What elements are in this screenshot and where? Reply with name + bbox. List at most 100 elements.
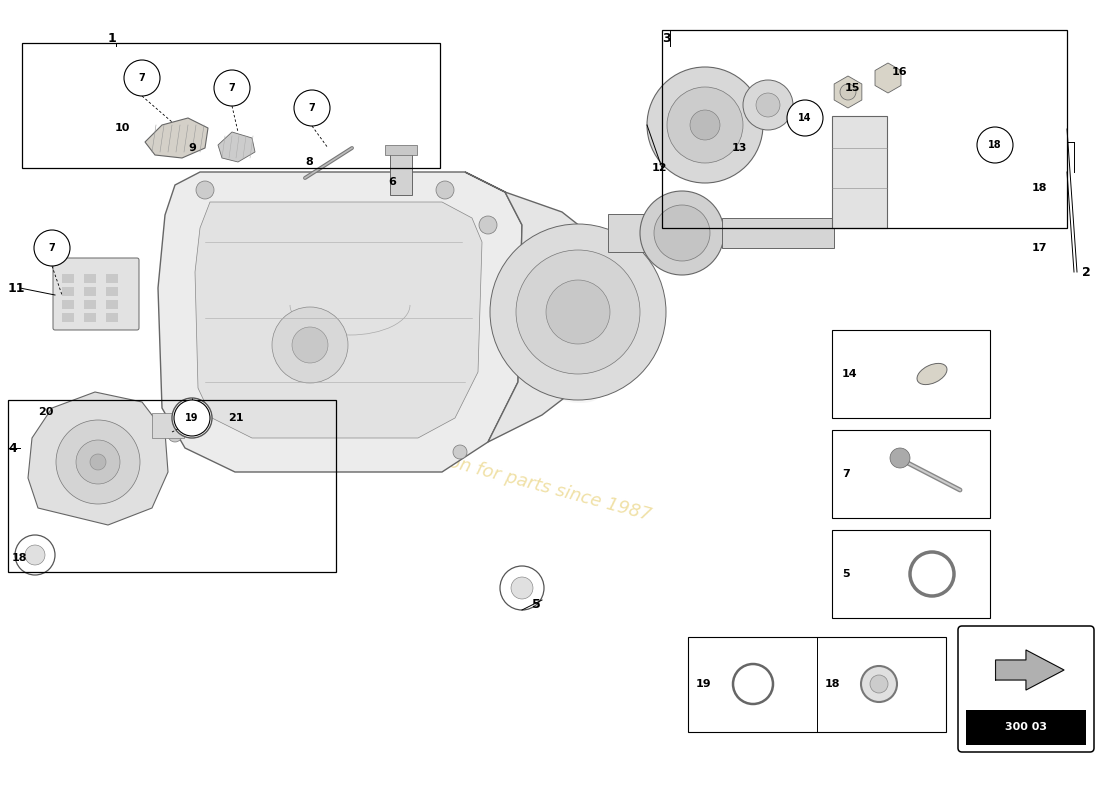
Circle shape	[294, 90, 330, 126]
Text: 16: 16	[892, 67, 907, 77]
Circle shape	[977, 127, 1013, 163]
Text: 7: 7	[48, 243, 55, 253]
Bar	[106, 287, 118, 296]
Circle shape	[654, 205, 710, 261]
Text: 4: 4	[8, 442, 16, 454]
Bar	[385, 145, 417, 155]
Text: 17: 17	[1032, 243, 1047, 253]
Bar	[84, 313, 96, 322]
Text: 21: 21	[228, 413, 243, 423]
Polygon shape	[874, 63, 901, 93]
Text: 18: 18	[1032, 183, 1047, 193]
Text: 6: 6	[388, 177, 396, 187]
Bar	[832, 116, 887, 228]
Circle shape	[870, 675, 888, 693]
Circle shape	[436, 181, 454, 199]
Polygon shape	[996, 650, 1064, 690]
Circle shape	[172, 398, 212, 438]
Text: 3: 3	[662, 31, 671, 45]
Circle shape	[174, 400, 210, 436]
Circle shape	[182, 408, 202, 428]
Circle shape	[890, 448, 910, 468]
Bar	[106, 274, 118, 283]
Text: 300 03: 300 03	[1005, 722, 1047, 732]
Text: 14: 14	[799, 113, 812, 123]
Text: 18: 18	[12, 553, 28, 563]
Circle shape	[516, 250, 640, 374]
Circle shape	[546, 280, 611, 344]
Circle shape	[15, 535, 55, 575]
Circle shape	[667, 87, 743, 163]
Text: 15: 15	[845, 83, 860, 93]
Bar	[722, 218, 834, 248]
Text: 10: 10	[116, 123, 131, 133]
Polygon shape	[145, 118, 208, 158]
Bar	[832, 530, 990, 618]
Circle shape	[292, 327, 328, 363]
Circle shape	[640, 191, 724, 275]
Circle shape	[647, 67, 763, 183]
Circle shape	[453, 445, 468, 459]
Text: 18: 18	[825, 679, 840, 689]
Circle shape	[168, 428, 182, 442]
Bar	[966, 710, 1086, 745]
Circle shape	[272, 307, 348, 383]
Circle shape	[742, 80, 793, 130]
Text: 7: 7	[139, 73, 145, 83]
Text: 8: 8	[305, 157, 312, 167]
FancyBboxPatch shape	[958, 626, 1094, 752]
Text: 12: 12	[652, 163, 668, 173]
Text: 13: 13	[732, 143, 747, 153]
Bar	[84, 300, 96, 309]
Bar	[84, 287, 96, 296]
Circle shape	[90, 454, 106, 470]
Text: 7: 7	[229, 83, 235, 93]
Text: a passion for parts since 1987: a passion for parts since 1987	[386, 436, 653, 524]
Bar	[22, 43, 440, 168]
Circle shape	[490, 224, 666, 400]
Circle shape	[861, 666, 896, 702]
Text: 7: 7	[842, 469, 849, 479]
Text: 5: 5	[532, 598, 541, 611]
Ellipse shape	[917, 363, 947, 385]
Bar	[390, 147, 412, 195]
Bar	[62, 313, 74, 322]
Bar	[832, 430, 990, 518]
FancyBboxPatch shape	[53, 258, 139, 330]
Text: 19: 19	[185, 413, 199, 423]
Text: 2: 2	[1082, 266, 1091, 278]
Polygon shape	[218, 132, 255, 162]
Text: 5: 5	[842, 569, 849, 579]
Circle shape	[56, 420, 140, 504]
Circle shape	[25, 545, 45, 565]
Bar	[106, 313, 118, 322]
Text: 20: 20	[39, 407, 54, 417]
Text: 18: 18	[988, 140, 1002, 150]
Circle shape	[214, 70, 250, 106]
Bar	[62, 274, 74, 283]
Circle shape	[786, 100, 823, 136]
Polygon shape	[465, 172, 608, 442]
Bar	[62, 287, 74, 296]
Circle shape	[840, 84, 856, 100]
Circle shape	[690, 110, 721, 140]
Text: 20EUROS: 20EUROS	[189, 341, 610, 419]
Polygon shape	[195, 202, 482, 438]
Text: 9: 9	[188, 143, 196, 153]
Circle shape	[512, 577, 534, 599]
Circle shape	[788, 101, 822, 135]
Bar	[608, 214, 680, 252]
Circle shape	[500, 566, 544, 610]
Circle shape	[34, 230, 70, 266]
Bar	[152, 413, 184, 438]
Circle shape	[196, 181, 214, 199]
Bar	[84, 274, 96, 283]
Text: 1: 1	[108, 31, 117, 45]
Polygon shape	[158, 172, 522, 472]
Circle shape	[76, 440, 120, 484]
Bar	[62, 300, 74, 309]
Circle shape	[124, 60, 160, 96]
Polygon shape	[28, 392, 168, 525]
Bar	[832, 330, 990, 418]
Text: 7: 7	[309, 103, 316, 113]
